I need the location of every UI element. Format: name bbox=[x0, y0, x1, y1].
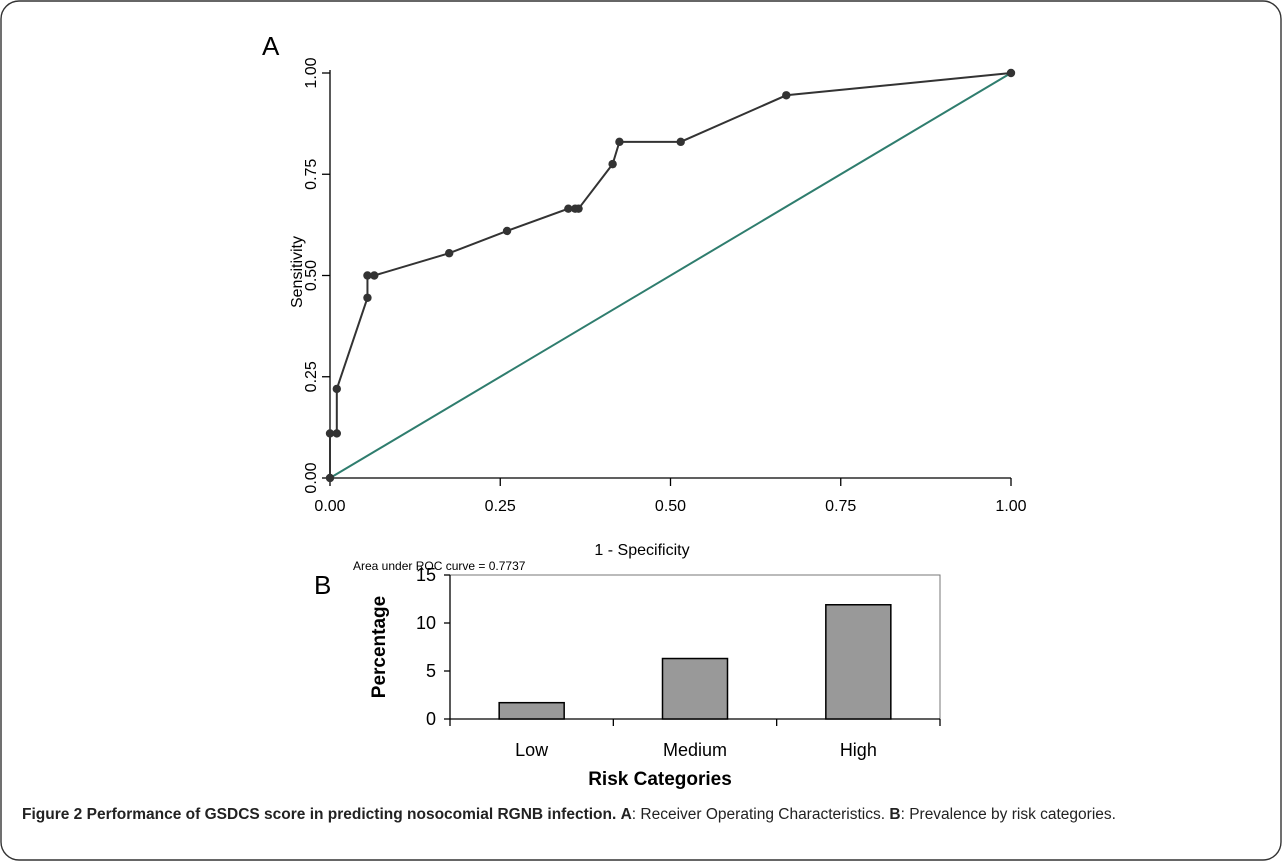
bar-category-label: Low bbox=[515, 740, 549, 760]
bar-y-tick-label: 0 bbox=[426, 709, 436, 729]
caption-label: Figure 2 bbox=[22, 806, 83, 823]
roc-x-tick-label: 0.00 bbox=[314, 498, 345, 515]
caption-b-key: B bbox=[889, 806, 901, 823]
roc-point bbox=[325, 429, 335, 438]
roc-x-tick-label: 1.00 bbox=[995, 498, 1026, 515]
roc-point bbox=[332, 429, 342, 438]
caption-b-text: : Prevalence by risk categories. bbox=[900, 806, 1116, 823]
prevalence-panel: B 0 5 10 15 Low Medium High Percentage Risk C… bbox=[314, 565, 941, 790]
roc-point bbox=[325, 473, 335, 483]
bars bbox=[498, 604, 892, 720]
roc-x-tick-label: 0.25 bbox=[485, 498, 516, 515]
auc-note: Area under ROC curve = 0.7737 bbox=[353, 559, 526, 573]
bar-y-tick-label: 10 bbox=[416, 613, 436, 633]
bar-y-ticks: 0 5 10 15 bbox=[416, 565, 450, 729]
bar-x-ticks: Low Medium High bbox=[449, 719, 941, 760]
caption-title: Performance of GSDCS score in predicting… bbox=[86, 806, 617, 823]
roc-y-tick-label: 1.00 bbox=[303, 57, 320, 88]
bar-y-tick-label: 5 bbox=[426, 661, 436, 681]
roc-point bbox=[782, 91, 791, 100]
roc-point bbox=[444, 249, 454, 258]
roc-point bbox=[363, 271, 372, 280]
roc-y-tick-label: 0.00 bbox=[303, 462, 320, 493]
roc-x-tick-label: 0.75 bbox=[825, 498, 856, 515]
figure-caption: Figure 2 Performance of GSDCS score in p… bbox=[22, 804, 1262, 826]
bar-high bbox=[825, 604, 892, 720]
roc-point bbox=[676, 137, 685, 147]
roc-point bbox=[502, 226, 512, 236]
roc-y-tick-label: 0.75 bbox=[303, 159, 320, 190]
bar-y-axis-label: Percentage bbox=[369, 596, 390, 698]
roc-point bbox=[564, 204, 573, 213]
panel-b-letter: B bbox=[314, 570, 331, 600]
roc-y-ticks: 0.00 0.25 0.50 0.75 1.00 bbox=[303, 57, 330, 494]
roc-point bbox=[363, 293, 372, 302]
panel-a-letter: A bbox=[262, 31, 280, 61]
roc-y-axis-label: Sensitivity bbox=[289, 236, 306, 308]
roc-y-tick-label: 0.50 bbox=[303, 260, 320, 291]
bar-low bbox=[498, 701, 565, 720]
bar-y-tick-label: 15 bbox=[416, 565, 436, 585]
roc-point bbox=[1006, 68, 1016, 78]
roc-x-tick-label: 0.50 bbox=[655, 498, 686, 515]
roc-point bbox=[574, 204, 583, 213]
bar-x-axis-label: Risk Categories bbox=[588, 769, 732, 790]
bar-category-label: High bbox=[840, 740, 877, 760]
roc-point bbox=[370, 271, 379, 280]
roc-point bbox=[615, 137, 624, 147]
roc-points bbox=[325, 68, 1016, 483]
caption-a-key: A bbox=[620, 806, 632, 823]
roc-reference-line bbox=[329, 72, 1012, 479]
roc-panel: A 0.00 0.25 0.50 0.75 1.00 0.00 0.25 0.50 0.75 1… bbox=[262, 31, 1027, 573]
caption-a-text: : Receiver Operating Characteristics. bbox=[631, 806, 886, 823]
roc-point bbox=[332, 384, 342, 394]
roc-x-axis-label: 1 - Specificity bbox=[594, 542, 689, 559]
bar-medium bbox=[661, 657, 729, 720]
roc-point bbox=[608, 159, 617, 169]
roc-x-ticks: 0.00 0.25 0.50 0.75 1.00 bbox=[314, 478, 1027, 515]
bar-category-label: Medium bbox=[663, 740, 727, 760]
roc-y-tick-label: 0.25 bbox=[303, 361, 320, 392]
